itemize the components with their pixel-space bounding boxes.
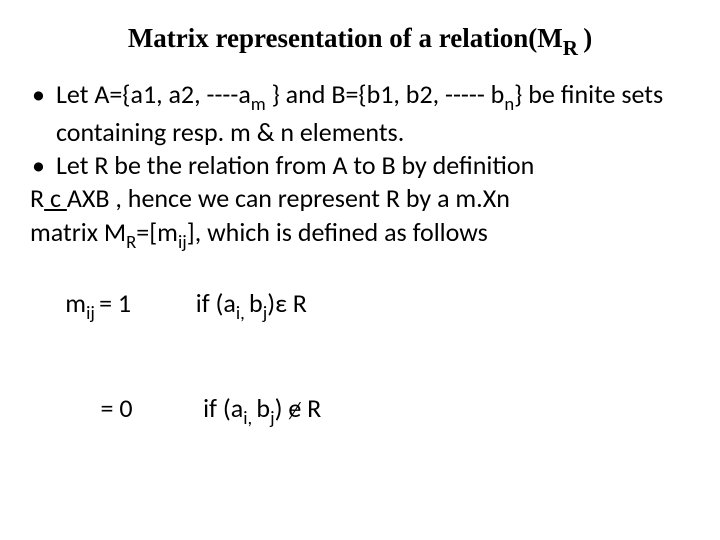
l3-seg4: )ε R <box>267 287 307 319</box>
slide-container: Matrix representation of a relation(MR )… <box>0 0 720 540</box>
l4-seg2: b <box>256 392 270 424</box>
l4-sub1: i, <box>243 407 256 430</box>
b1-sub2: n <box>504 93 514 116</box>
l3-seg2: = 1 if (a <box>99 287 236 319</box>
l3-seg3: b <box>249 287 263 319</box>
l3-sub3: j <box>263 302 267 325</box>
title-part1: Matrix representation of a relation(M <box>128 23 563 53</box>
b1-sub1: m <box>251 93 266 116</box>
slide-title: Matrix representation of a relation(MR ) <box>30 22 690 60</box>
l1-underline: c <box>44 182 67 214</box>
bullet-text: Let A={a1, a2, ----am } and B={b1, b2, -… <box>56 78 690 149</box>
bullet-item: • Let A={a1, a2, ----am } and B={b1, b2,… <box>30 78 690 149</box>
l1-seg2: AXB , hence we can represent R by a m.Xn <box>67 182 510 214</box>
l3-seg1: m <box>65 287 86 319</box>
b1-seg1: Let A={a1, a2, ----a <box>56 78 251 110</box>
l2-seg1: matrix M <box>30 216 126 248</box>
bullet-marker-icon: • <box>30 149 56 182</box>
b2-seg1: Let R be the relation from A to B by def… <box>56 149 534 181</box>
l4-sub2: j <box>270 407 274 430</box>
bullet-item: • Let R be the relation from A to B by d… <box>30 149 690 182</box>
bullet-text: Let R be the relation from A to B by def… <box>56 149 690 182</box>
slide-content: • Let A={a1, a2, ----am } and B={b1, b2,… <box>30 78 690 463</box>
body-line: R c AXB , hence we can represent R by a … <box>30 182 690 215</box>
l4-seg3: ) ɇ R <box>275 392 322 424</box>
title-sub: R <box>563 36 583 60</box>
body-line: = 0 if (ai, bj) ɇ R <box>30 358 690 463</box>
title-part2: ) <box>583 23 592 53</box>
bullet-marker-icon: • <box>30 78 56 111</box>
l2-sub2: ij <box>178 231 187 254</box>
l4-seg0: = 0 if (a <box>65 392 243 424</box>
l3-sub1: ij <box>86 302 99 325</box>
l2-seg2: =[m <box>136 216 178 248</box>
l2-seg3: ], which is defined as follows <box>187 216 488 248</box>
body-line: matrix MR=[mij], which is defined as fol… <box>30 216 690 254</box>
l3-sub2: i, <box>236 302 249 325</box>
l1-seg1: R <box>30 182 44 214</box>
b1-seg2: } and B={b1, b2, ----- b <box>266 78 505 110</box>
l2-sub1: R <box>126 231 136 254</box>
body-line: mij = 1 if (ai, bj)ε R <box>30 254 690 359</box>
